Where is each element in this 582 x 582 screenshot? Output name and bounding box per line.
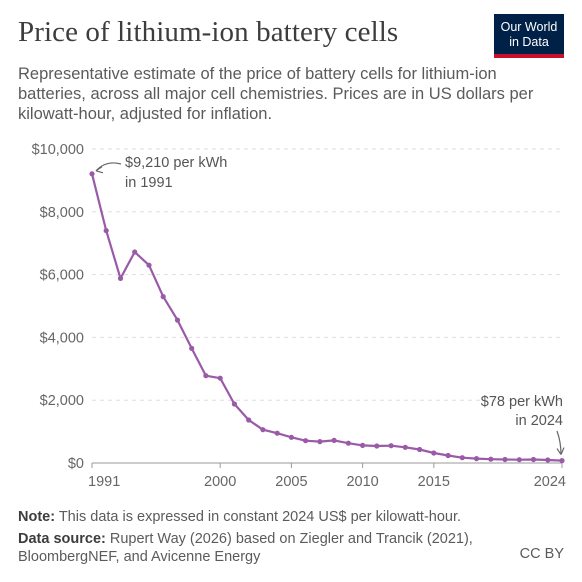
license-link[interactable]: CC BY: [519, 546, 564, 562]
data-point: [545, 457, 551, 463]
data-point: [274, 430, 280, 436]
data-point: [203, 373, 209, 379]
data-point: [417, 446, 423, 453]
annotation-end-arrowhead: [556, 447, 565, 455]
x-tick-label: 2000: [204, 474, 236, 490]
data-point: [488, 456, 494, 462]
x-tick-label: 2005: [275, 474, 307, 490]
annotation-start-arrowhead: [95, 166, 104, 174]
data-point: [559, 458, 565, 464]
data-point: [132, 249, 138, 255]
data-point: [530, 456, 537, 463]
y-tick-label: $8,000: [40, 205, 84, 221]
data-point: [459, 455, 465, 461]
annotation-end-line2: in 2024: [515, 413, 563, 429]
chart-title: Price of lithium-ion battery cells: [18, 16, 399, 48]
note: Note: This data is expressed in constant…: [18, 508, 498, 526]
data-point: [160, 294, 166, 300]
logo-line-1: Our World: [500, 20, 558, 34]
price-line: [90, 173, 563, 462]
annotation-end-line1: $78 per kWh: [481, 394, 563, 410]
annotation-start-arrow: [95, 162, 122, 172]
data-point: [388, 443, 394, 449]
data-point: [288, 434, 294, 440]
data-point: [246, 417, 252, 423]
grid-lines: [92, 148, 562, 401]
y-tick-label: $4,000: [40, 330, 84, 346]
annotation-start-line1: $9,210 per kWh: [125, 155, 227, 171]
data-point: [103, 228, 109, 234]
data-point: [516, 457, 522, 463]
data-point: [174, 317, 181, 323]
source-text: Rupert Way (2026) based on Ziegler and T…: [18, 531, 473, 565]
y-tick-label: $6,000: [40, 268, 84, 284]
data-point: [331, 437, 337, 443]
y-tick-label: $0: [68, 456, 84, 472]
x-tick-label: 2024: [534, 474, 566, 490]
data-points: [89, 171, 565, 464]
owid-logo[interactable]: Our World in Data: [494, 14, 564, 58]
data-point: [217, 375, 223, 381]
data-point: [431, 450, 437, 456]
x-tick-label: 2010: [346, 474, 378, 490]
logo-line-2: in Data: [509, 35, 549, 49]
chart-subtitle: Representative estimate of the price of …: [18, 65, 534, 123]
data-point: [317, 439, 323, 445]
data-point: [189, 345, 195, 351]
data-point: [146, 262, 152, 268]
series-line: [90, 173, 563, 462]
x-tick-label: 1991: [88, 474, 120, 490]
data-point: [345, 440, 351, 446]
data-point: [445, 452, 451, 459]
data-source: Data source: Rupert Way (2026) based on …: [18, 530, 488, 566]
data-point: [303, 438, 309, 444]
data-point: [360, 442, 366, 448]
data-point: [502, 456, 508, 463]
note-text: This data is expressed in constant 2024 …: [55, 509, 462, 525]
x-tick-label: 2015: [418, 474, 450, 490]
axes: $0 $2,000 $4,000 $6,000 $8,000 $10,000 1991 200…: [32, 142, 566, 490]
data-point: [374, 443, 380, 449]
note-label: Note:: [18, 509, 56, 525]
y-tick-label: $10,000: [32, 142, 84, 158]
data-point: [117, 275, 124, 281]
data-point: [473, 456, 480, 462]
annotations: $9,210 per kWh in 1991 $78 per kWh in 2024: [95, 155, 565, 455]
data-point: [231, 401, 237, 407]
data-point: [89, 171, 95, 177]
annotation-start-line2: in 1991: [125, 175, 173, 191]
data-point: [260, 427, 266, 433]
y-tick-label: $2,000: [40, 393, 84, 409]
annotation-end-arrow: [556, 430, 562, 455]
data-point: [402, 444, 408, 450]
source-label: Data source:: [18, 531, 106, 547]
